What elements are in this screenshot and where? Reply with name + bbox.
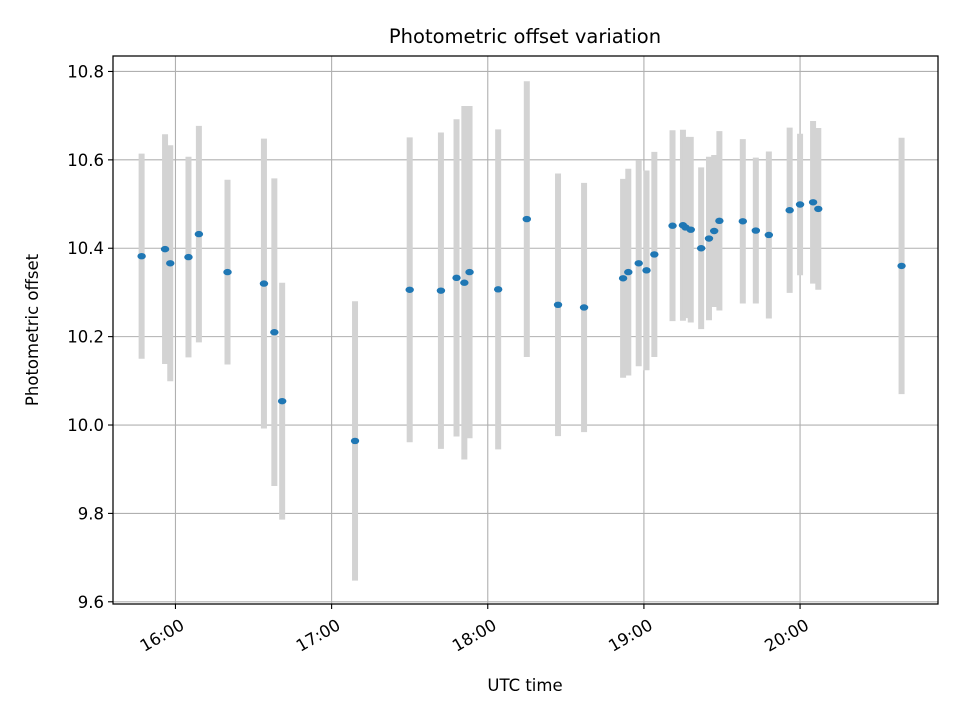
data-point — [160, 245, 170, 253]
data-point — [452, 274, 461, 282]
data-point — [460, 279, 469, 286]
data-point — [650, 251, 659, 258]
y-tick-label: 10.6 — [67, 151, 104, 170]
data-point — [270, 329, 279, 336]
data-point — [194, 230, 204, 238]
data-point — [642, 267, 651, 274]
data-point — [465, 268, 474, 276]
data-point — [897, 262, 906, 270]
y-axis-title: Photometric offset — [23, 253, 42, 406]
data-point — [166, 260, 175, 267]
data-point — [618, 275, 628, 282]
y-tick-label: 9.6 — [78, 593, 104, 612]
data-point — [634, 260, 643, 267]
data-point — [751, 227, 761, 234]
data-point — [405, 286, 414, 293]
data-point — [795, 201, 805, 208]
data-point — [184, 253, 193, 261]
y-tick-label: 9.8 — [78, 504, 104, 523]
data-point — [223, 268, 232, 276]
data-point — [277, 397, 287, 405]
data-point — [808, 199, 818, 206]
data-point — [579, 304, 589, 311]
y-tick-label: 10.0 — [67, 416, 104, 435]
data-point — [493, 286, 503, 293]
x-axis-title: UTC time — [487, 676, 562, 695]
data-point — [738, 218, 748, 225]
y-tick-label: 10.2 — [67, 328, 104, 347]
data-point — [668, 222, 677, 229]
data-point — [259, 280, 269, 287]
data-point — [553, 301, 563, 309]
data-point — [350, 437, 360, 445]
data-point — [709, 227, 719, 235]
data-point — [624, 268, 633, 276]
data-point — [704, 235, 714, 242]
data-point — [785, 207, 794, 214]
data-point — [764, 231, 774, 239]
data-point — [715, 217, 724, 225]
data-point — [686, 226, 695, 233]
data-point — [522, 215, 532, 223]
data-point — [696, 245, 706, 252]
data-point — [137, 252, 146, 260]
plot-frame — [112, 55, 939, 605]
data-points — [137, 199, 906, 445]
y-tick-label: 10.8 — [67, 62, 104, 81]
chart-title: Photometric offset variation — [389, 25, 661, 48]
y-axis-ticks: 9.6 9.8 10.0 10.2 10.4 10.6 10.8 — [67, 62, 113, 612]
data-point — [814, 205, 823, 213]
data-point — [436, 287, 446, 294]
y-tick-label: 10.4 — [67, 239, 104, 258]
